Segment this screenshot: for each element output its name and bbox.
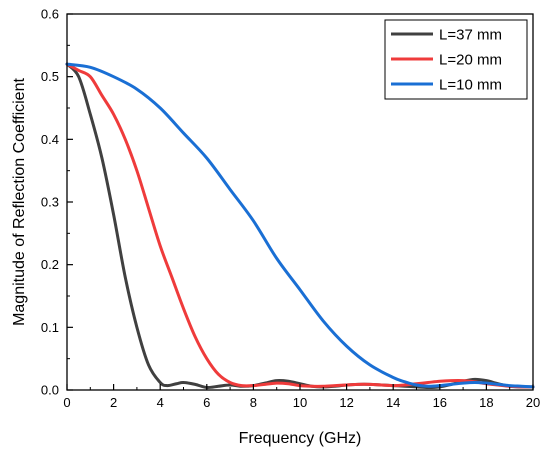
x-tick-label: 10 (293, 395, 307, 410)
series-line-3 (65, 62, 535, 389)
x-tick-label: 20 (526, 395, 540, 410)
axes-layer: 0 2 4 6 8 10 12 14 16 18 20 0.0 0.1 0.2 0.3 0.4 0.5 0.6 (41, 7, 540, 411)
y-tick-label: 0.1 (41, 320, 59, 335)
series-line-1 (65, 62, 535, 390)
y-tick-label: 0.4 (41, 132, 59, 147)
legend-label-1: L=37 mm (439, 27, 502, 44)
x-tick-label: 16 (433, 395, 447, 410)
legend-label-3: L=10 mm (439, 77, 502, 94)
legend-label-2: L=20 mm (439, 52, 502, 69)
x-tick-label: 0 (63, 395, 70, 410)
y-tick-label: 0.6 (41, 7, 59, 22)
x-tick-label: 18 (479, 395, 493, 410)
series-layer (65, 62, 535, 390)
x-tick-label: 14 (386, 395, 400, 410)
x-tick-label: 6 (203, 395, 210, 410)
x-tick-label: 8 (250, 395, 257, 410)
y-tick-label: 0.0 (41, 383, 59, 398)
legend: L=37 mm L=20 mm L=10 mm (384, 19, 528, 100)
x-tick-label: 4 (157, 395, 164, 410)
y-tick-label: 0.5 (41, 69, 59, 84)
y-tick-label: 0.2 (41, 257, 59, 272)
x-axis-title: Frequency (GHz) (239, 430, 362, 447)
series-line-2 (65, 62, 535, 389)
y-tick-label: 0.3 (41, 195, 59, 210)
y-axis-title: Magnitude of Reflection Coefficient (11, 78, 28, 326)
x-tick-label: 2 (110, 395, 117, 410)
x-tick-label: 12 (339, 395, 353, 410)
